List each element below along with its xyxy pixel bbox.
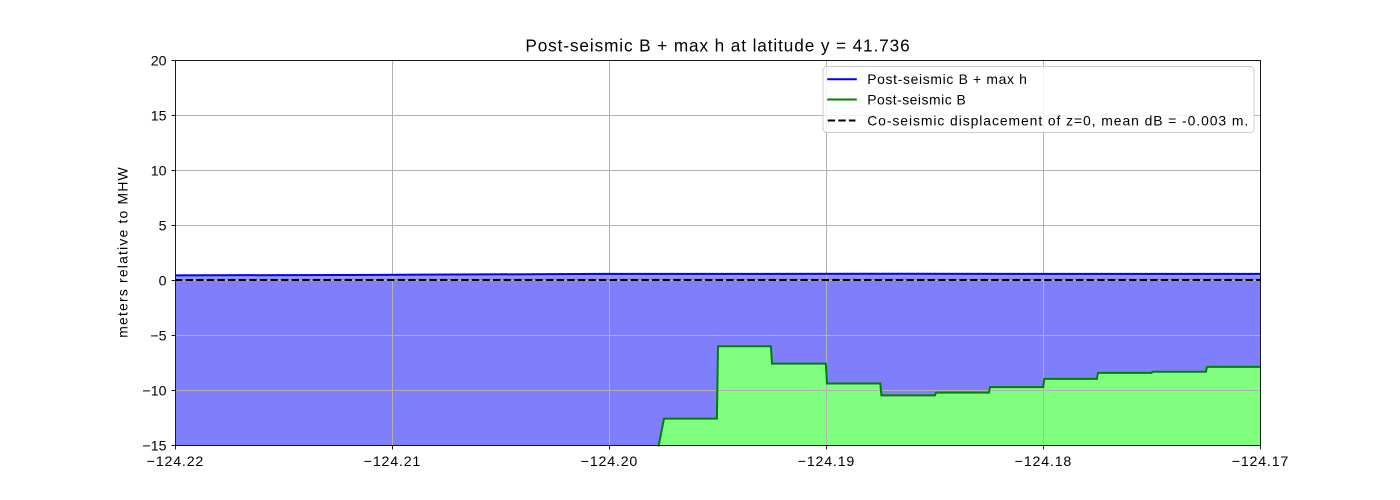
svg-text:−124.17: −124.17	[1232, 454, 1289, 470]
svg-text:−124.20: −124.20	[581, 454, 638, 470]
svg-text:Co-seismic displacement of z=0: Co-seismic displacement of z=0, mean dB …	[867, 112, 1248, 128]
svg-text:0: 0	[159, 273, 167, 289]
svg-text:10: 10	[151, 163, 167, 179]
svg-text:5: 5	[159, 218, 167, 234]
svg-text:−5: −5	[150, 328, 166, 344]
svg-text:−124.22: −124.22	[147, 454, 204, 470]
svg-text:meters relative to MHW: meters relative to MHW	[115, 166, 131, 337]
svg-text:−124.21: −124.21	[364, 454, 421, 470]
svg-text:Post-seismic B: Post-seismic B	[867, 91, 966, 107]
svg-text:Post-seismic B + max h at lati: Post-seismic B + max h at latitude y = 4…	[525, 35, 909, 55]
svg-text:−15: −15	[142, 438, 166, 454]
svg-text:Post-seismic B + max h: Post-seismic B + max h	[867, 71, 1027, 87]
svg-text:−10: −10	[142, 383, 166, 399]
svg-text:15: 15	[151, 108, 167, 124]
svg-text:−124.18: −124.18	[1015, 454, 1072, 470]
svg-text:−124.19: −124.19	[798, 454, 855, 470]
svg-text:20: 20	[151, 53, 167, 69]
